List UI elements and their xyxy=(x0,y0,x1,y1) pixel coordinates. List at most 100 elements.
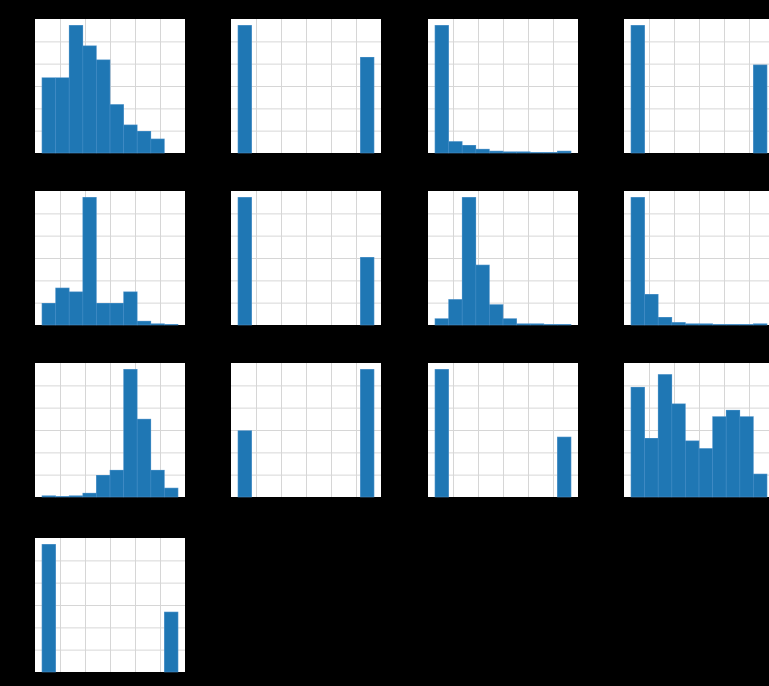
histogram-bar xyxy=(725,324,741,326)
histogram-bar xyxy=(448,141,463,154)
histogram-bar xyxy=(698,323,713,326)
histogram-panel-10 xyxy=(231,363,381,498)
histogram-panel-1 xyxy=(35,19,185,154)
gridlines xyxy=(428,363,578,497)
histogram-bar xyxy=(671,403,686,498)
histogram-bar xyxy=(237,430,252,498)
histogram-panel-12 xyxy=(624,363,769,498)
histogram-bar xyxy=(461,145,477,154)
histogram-bar xyxy=(434,318,449,326)
histogram-bar xyxy=(96,59,111,154)
histogram-bar xyxy=(529,323,545,326)
gridlines xyxy=(231,191,381,325)
histogram-bar xyxy=(557,150,572,154)
histogram-bar xyxy=(55,496,70,498)
histogram-bar xyxy=(630,386,645,498)
histogram-panel-13 xyxy=(35,538,185,673)
histogram-bar xyxy=(164,324,179,326)
histogram-bar xyxy=(739,324,754,326)
histogram-bar xyxy=(475,264,490,326)
histogram-bar xyxy=(109,469,124,498)
histogram-bar xyxy=(516,323,531,326)
histogram-panel-9 xyxy=(35,363,185,498)
histogram-bar xyxy=(516,151,531,154)
histogram-bar xyxy=(109,303,124,326)
histogram-bar xyxy=(55,287,70,326)
histogram-bar xyxy=(543,324,558,326)
histogram-bar xyxy=(753,323,768,326)
histogram-bar xyxy=(685,323,700,326)
histogram-bar xyxy=(150,323,165,326)
histogram-bar xyxy=(753,64,768,154)
histogram-bar xyxy=(164,611,179,673)
histogram-bar xyxy=(68,25,84,154)
histogram-bar xyxy=(150,469,165,498)
histogram-bar xyxy=(96,475,111,498)
histogram-bar xyxy=(739,416,754,498)
histogram-bar xyxy=(109,104,124,154)
histogram-bar xyxy=(68,291,84,326)
histogram-panel-5 xyxy=(35,191,185,326)
histogram-bar xyxy=(434,369,449,498)
histogram-panel-4 xyxy=(624,19,769,154)
histogram-bar xyxy=(529,152,545,154)
histogram-panel-3 xyxy=(428,19,578,154)
histogram-panel-6 xyxy=(231,191,381,326)
histogram-bar xyxy=(41,303,56,326)
histogram-bar xyxy=(41,495,56,498)
histogram-bar xyxy=(712,324,727,326)
histogram-bar xyxy=(55,77,70,154)
histogram-bar xyxy=(657,317,673,326)
histogram-bar xyxy=(434,25,449,154)
gridlines xyxy=(624,19,769,153)
histogram-bar xyxy=(68,495,84,498)
histogram-panel-7 xyxy=(428,191,578,326)
histogram-bar xyxy=(123,369,138,498)
histogram-bar xyxy=(502,151,517,154)
histogram-bar xyxy=(725,409,741,498)
histogram-bar xyxy=(360,56,375,154)
histogram-bar xyxy=(753,473,768,498)
histogram-bar xyxy=(136,131,152,154)
gridlines xyxy=(428,191,578,325)
histogram-bar xyxy=(448,299,463,326)
histogram-panel-2 xyxy=(231,19,381,154)
histogram-bar xyxy=(150,138,165,154)
histogram-bar xyxy=(698,448,713,498)
histogram-bar xyxy=(123,124,138,154)
histogram-bar xyxy=(671,322,686,326)
histogram-bar xyxy=(657,374,673,498)
histogram-bar xyxy=(644,294,659,326)
gridlines xyxy=(231,19,381,153)
histogram-bar xyxy=(489,304,504,326)
histogram-bar xyxy=(557,436,572,498)
histogram-bar xyxy=(96,303,111,326)
histogram-panel-8 xyxy=(624,191,769,326)
histogram-bar xyxy=(489,150,504,154)
histogram-bar xyxy=(136,320,152,326)
histogram-bar xyxy=(41,77,56,154)
gridlines xyxy=(231,363,381,497)
histogram-bar xyxy=(82,197,97,326)
histogram-bar xyxy=(82,45,97,154)
histogram-bar xyxy=(164,487,179,498)
histogram-bar xyxy=(543,152,558,154)
histogram-bar xyxy=(475,148,490,154)
histogram-panel-11 xyxy=(428,363,578,498)
histogram-bar xyxy=(630,25,645,154)
histogram-bar xyxy=(461,197,477,326)
histogram-bar xyxy=(237,197,252,326)
gridlines xyxy=(35,538,185,672)
histogram-bar xyxy=(502,318,517,326)
histogram-bar xyxy=(630,197,645,326)
panels-group xyxy=(35,19,769,673)
histogram-bar xyxy=(712,416,727,498)
histogram-bar xyxy=(82,492,97,498)
gridlines xyxy=(428,19,578,153)
histogram-bar xyxy=(685,440,700,498)
histogram-bar xyxy=(360,369,375,498)
histogram-bar xyxy=(41,544,56,673)
histogram-bar xyxy=(123,291,138,326)
